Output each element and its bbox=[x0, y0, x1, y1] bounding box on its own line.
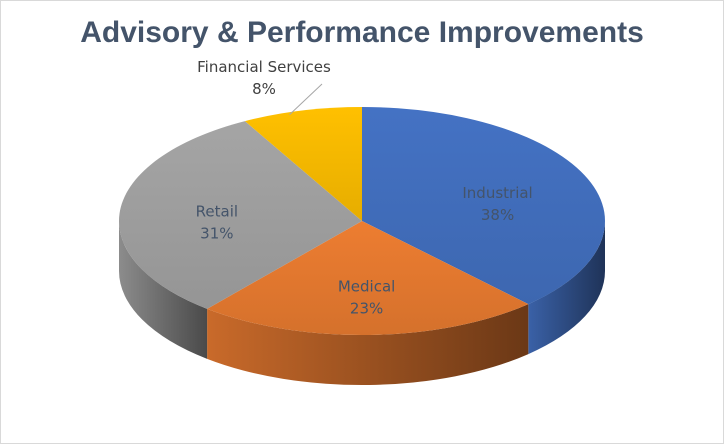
slice-value-retail: 31% bbox=[200, 225, 233, 243]
pie-slice-financial-services bbox=[244, 107, 362, 221]
slice-value-medical: 23% bbox=[350, 299, 383, 317]
pie-side-retail bbox=[119, 221, 208, 359]
leader-line-financial-services bbox=[289, 83, 323, 115]
pie-tops bbox=[118, 107, 605, 335]
slice-value-industrial: 38% bbox=[481, 206, 514, 224]
pie-labels: Industrial 38% Medical 23% Retail 31% Financia… bbox=[196, 58, 533, 317]
slice-label-industrial: Industrial bbox=[462, 184, 532, 202]
pie-sides bbox=[119, 221, 605, 385]
slice-label-financial-services: Financial Services bbox=[197, 58, 331, 76]
chart-title: Advisory & Performance Improvements bbox=[80, 16, 644, 49]
pie-slice-medical bbox=[207, 221, 529, 335]
slice-label-medical: Medical bbox=[338, 277, 395, 295]
pie-side-medical bbox=[207, 304, 529, 385]
slice-label-retail: Retail bbox=[196, 203, 238, 221]
pie-slice-retail bbox=[118, 121, 362, 309]
slice-value-financial-services: 8% bbox=[252, 80, 276, 98]
pie-side-industrial bbox=[528, 221, 605, 355]
pie-slice-industrial bbox=[362, 107, 605, 305]
